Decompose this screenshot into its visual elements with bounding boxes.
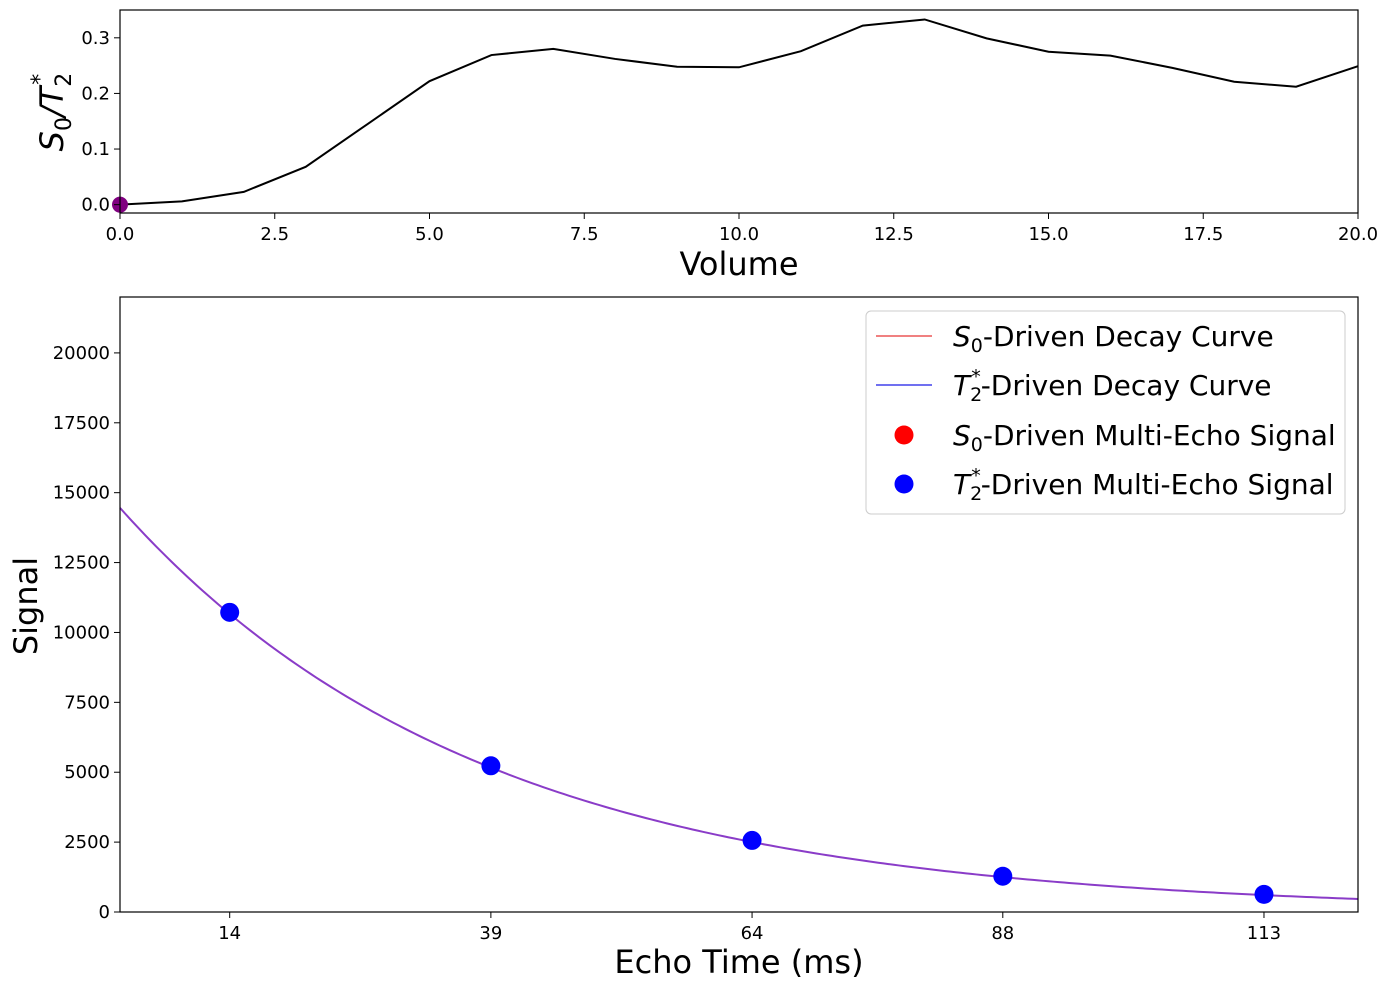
bottom-tick-layer: 14 39 64 88 113 0 2500 5000 7500 10000 12500 15000 1… [53, 343, 1281, 944]
legend-dot-swatch [894, 474, 914, 494]
legend-box [865, 310, 1346, 515]
bottom-x-tick-label: 64 [741, 923, 764, 944]
bottom-y-tick-label: 10000 [53, 622, 110, 643]
top-x-tick-label: 2.5 [260, 224, 289, 245]
legend-dot-swatch [894, 425, 914, 445]
bottom-axes-frame [119, 296, 1359, 913]
top-x-tick-label: 20.0 [1338, 224, 1378, 245]
top-axes-frame [119, 9, 1359, 214]
legend-label: T2*-Driven Multi-Echo Signal [953, 465, 1334, 505]
bottom-x-tick-label: 113 [1247, 923, 1281, 944]
legend-label: S0-Driven Multi-Echo Signal [953, 419, 1336, 456]
bottom-y-tick-label: 12500 [53, 553, 110, 574]
legend-items: S0-Driven Decay Curve T2*-Driven Decay Cu… [876, 320, 1336, 505]
bottom-series-layer [119, 507, 1359, 904]
bottom-x-tick-label: 14 [218, 923, 241, 944]
top-x-tick-label: 12.5 [874, 224, 914, 245]
top-y-tick-label: 0.2 [81, 83, 110, 104]
legend-label: T2*-Driven Decay Curve [953, 366, 1272, 406]
bottom-x-tick-label: 39 [479, 923, 502, 944]
bottom-y-tick-label: 2500 [64, 832, 110, 853]
bottom-x-axis-label: Echo Time (ms) [614, 943, 863, 981]
top-y-tick-label: 0.1 [81, 139, 110, 160]
bottom-y-tick-label: 5000 [64, 762, 110, 783]
legend: S0-Driven Decay Curve T2*-Driven Decay Cu… [865, 310, 1346, 515]
top-x-axis-label: Volume [679, 245, 798, 283]
top-y-axis-label: S0/T2* [28, 73, 77, 152]
top-x-tick-label: 7.5 [570, 224, 599, 245]
top-x-tick-label: 5.0 [415, 224, 444, 245]
bottom-y-tick-label: 20000 [53, 343, 110, 364]
top-tick-layer: 0.0 2.5 5.0 7.5 10.0 12.5 15.0 17.5 20.0 0.0 0.1 0.… [81, 28, 1378, 245]
top-series-line [119, 18, 1359, 206]
bottom-y-axis-label: Signal [7, 557, 45, 655]
top-x-tick-label: 0.0 [106, 224, 135, 245]
top-x-tick-label: 15.0 [1028, 224, 1068, 245]
bottom-y-tick-label: 7500 [64, 692, 110, 713]
decay-curve [119, 507, 1359, 900]
multi-echo-point [993, 866, 1013, 886]
bottom-y-tick-label: 17500 [53, 413, 110, 434]
top-chart: 0.0 2.5 5.0 7.5 10.0 12.5 15.0 17.5 20.0 0.0 0.1 0.… [28, 9, 1378, 283]
multi-echo-point [481, 756, 501, 776]
multi-echo-point [742, 830, 762, 850]
top-x-tick-label: 17.5 [1183, 224, 1223, 245]
bottom-y-tick-label: 15000 [53, 483, 110, 504]
bottom-y-tick-label: 0 [99, 902, 110, 923]
top-y-tick-label: 0.0 [81, 195, 110, 216]
top-series-layer [112, 18, 1359, 213]
bottom-chart: 14 39 64 88 113 0 2500 5000 7500 10000 12500 15000 1… [7, 296, 1359, 981]
top-x-tick-label: 10.0 [719, 224, 759, 245]
bottom-x-tick-label: 88 [991, 923, 1014, 944]
top-y-tick-label: 0.3 [81, 28, 110, 49]
multi-echo-point [220, 602, 240, 622]
legend-label: S0-Driven Decay Curve [953, 320, 1274, 357]
multi-echo-point [1254, 884, 1274, 904]
